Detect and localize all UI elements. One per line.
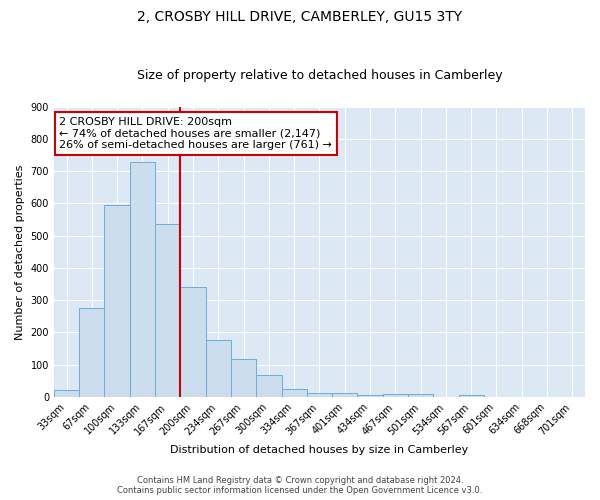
Bar: [181, 288, 206, 397]
Bar: [104, 205, 130, 397]
Bar: [130, 162, 155, 397]
Bar: [256, 375, 281, 397]
Text: 2 CROSBY HILL DRIVE: 200sqm
← 74% of detached houses are smaller (2,147)
26% of : 2 CROSBY HILL DRIVE: 200sqm ← 74% of det…: [59, 117, 332, 150]
Bar: [307, 392, 332, 397]
Bar: [383, 394, 408, 397]
Title: Size of property relative to detached houses in Camberley: Size of property relative to detached ho…: [137, 69, 502, 82]
Bar: [332, 392, 358, 397]
X-axis label: Distribution of detached houses by size in Camberley: Distribution of detached houses by size …: [170, 445, 469, 455]
Text: Contains HM Land Registry data © Crown copyright and database right 2024.
Contai: Contains HM Land Registry data © Crown c…: [118, 476, 482, 495]
Y-axis label: Number of detached properties: Number of detached properties: [15, 164, 25, 340]
Bar: [231, 359, 256, 397]
Bar: [155, 224, 181, 397]
Bar: [358, 394, 383, 397]
Bar: [54, 390, 79, 397]
Bar: [206, 340, 231, 397]
Text: 2, CROSBY HILL DRIVE, CAMBERLEY, GU15 3TY: 2, CROSBY HILL DRIVE, CAMBERLEY, GU15 3T…: [137, 10, 463, 24]
Bar: [458, 394, 484, 397]
Bar: [281, 389, 307, 397]
Bar: [79, 308, 104, 397]
Bar: [408, 394, 433, 397]
